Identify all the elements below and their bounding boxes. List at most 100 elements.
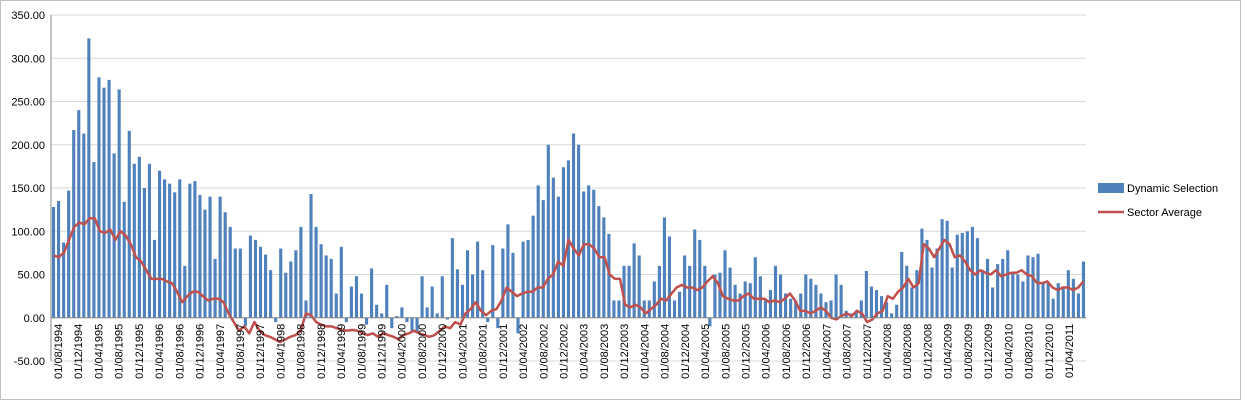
bar-dynamic-selection (102, 87, 106, 318)
x-tick-label: 01/04/1997 (215, 324, 227, 379)
bar-dynamic-selection (738, 293, 742, 318)
bar-dynamic-selection (662, 217, 666, 318)
bar-dynamic-selection (587, 185, 591, 318)
x-tick-label: 01/12/1998 (316, 324, 328, 379)
bar-dynamic-selection (385, 284, 389, 318)
bar-dynamic-selection (486, 317, 490, 323)
y-tick-label: 200.00 (11, 140, 45, 152)
y-tick-label: 350.00 (11, 10, 45, 22)
y-tick-label: 150.00 (11, 183, 45, 195)
bar-dynamic-selection (667, 236, 672, 318)
bar-dynamic-selection (183, 265, 187, 318)
x-tick-label: 01/12/2010 (1044, 324, 1056, 379)
x-tick-label: 01/04/2007 (821, 324, 833, 379)
bar-dynamic-selection (137, 156, 141, 318)
bar-dynamic-selection (592, 189, 596, 318)
bar-dynamic-selection (728, 267, 732, 318)
bar-dynamic-selection (471, 274, 475, 318)
bar-dynamic-selection (173, 192, 177, 318)
bar-dynamic-selection (274, 317, 278, 323)
bar-dynamic-selection (233, 248, 237, 318)
bar-dynamic-selection (284, 272, 288, 318)
x-tick-label: 01/08/2009 (963, 324, 975, 379)
bar-dynamic-selection (935, 248, 939, 318)
bar-dynamic-selection (657, 265, 661, 318)
bar-dynamic-selection (693, 229, 697, 318)
bar-dynamic-selection (390, 317, 394, 329)
bar-dynamic-selection (763, 300, 767, 318)
legend-label-sector-average: Sector Average (1127, 207, 1202, 219)
x-tick-label: 01/08/1998 (296, 324, 308, 379)
bar-dynamic-selection (299, 226, 303, 318)
bar-dynamic-selection (314, 226, 318, 318)
bar-dynamic-selection (839, 284, 843, 318)
bar-dynamic-selection (324, 255, 328, 318)
x-tick-label: 01/08/2007 (842, 324, 854, 379)
bar-dynamic-selection (925, 239, 929, 318)
bar-dynamic-selection (996, 264, 1000, 318)
bar-dynamic-selection (708, 317, 712, 327)
bar-dynamic-selection (82, 133, 86, 318)
bar-dynamic-selection (127, 130, 131, 318)
bar-dynamic-selection (248, 235, 252, 318)
bar-dynamic-selection (602, 217, 606, 318)
bar-dynamic-selection (910, 287, 914, 318)
x-tick-label: 01/04/2002 (518, 324, 530, 379)
bar-dynamic-selection (455, 269, 459, 318)
bar-dynamic-selection (92, 162, 96, 318)
x-tick-label: 01/04/2003 (579, 324, 591, 379)
bar-dynamic-selection (1051, 298, 1055, 318)
bar-dynamic-selection (1041, 283, 1045, 318)
bar-dynamic-selection (804, 274, 808, 318)
x-tick-label: 01/12/2008 (923, 324, 935, 379)
bar-dynamic-selection (425, 307, 429, 318)
bar-dynamic-selection (743, 281, 747, 318)
bar-dynamic-selection (1031, 257, 1035, 318)
bar-dynamic-selection (188, 183, 192, 318)
bar-dynamic-selection (546, 144, 550, 318)
bar-dynamic-selection (72, 130, 76, 318)
bar-dynamic-selection (920, 228, 924, 318)
bar-dynamic-selection (420, 276, 424, 318)
x-tick-label: 01/08/2004 (660, 324, 672, 379)
bar-dynamic-selection (985, 258, 990, 318)
bar-dynamic-selection (950, 267, 954, 318)
bar-dynamic-selection (213, 258, 217, 318)
bar-dynamic-selection (713, 274, 717, 318)
x-tick-label: 01/08/2008 (902, 324, 914, 379)
bar-dynamic-selection (1006, 250, 1010, 318)
x-tick-label: 01/12/1996 (195, 324, 207, 379)
line-layer (53, 217, 1085, 344)
bar-dynamic-selection (62, 242, 66, 318)
bar-dynamic-selection (965, 231, 969, 318)
bar-dynamic-selection (1066, 270, 1070, 318)
bar-dynamic-selection (607, 233, 611, 318)
bar-dynamic-selection (370, 268, 374, 318)
bar-dynamic-selection (688, 265, 692, 318)
bar-dynamic-selection (758, 276, 762, 318)
legend: Dynamic Selection Sector Average (1098, 183, 1218, 219)
bar-dynamic-selection (375, 304, 379, 318)
bar-dynamic-selection (718, 272, 722, 318)
x-tick-label: 01/04/2009 (943, 324, 955, 379)
y-tick-label: 50.00 (17, 270, 45, 282)
series-line-sector-average (53, 217, 1085, 344)
bar-dynamic-selection (294, 250, 298, 318)
bar-dynamic-selection (799, 293, 803, 318)
bar-dynamic-selection (652, 281, 656, 318)
bar-dynamic-selection (955, 234, 959, 318)
bar-dynamic-selection (773, 265, 778, 318)
x-tick-label: 01/04/1999 (336, 324, 348, 379)
bar-dynamic-selection (1071, 278, 1075, 318)
bar-dynamic-selection (481, 270, 485, 318)
bar-dynamic-selection (753, 257, 757, 318)
x-tick-label: 01/12/2004 (680, 324, 692, 379)
y-tick-label: 300.00 (11, 53, 45, 65)
bar-dynamic-selection (561, 167, 566, 318)
bar-dynamic-selection (67, 190, 71, 318)
bar-dynamic-selection (339, 246, 343, 318)
bar-dynamic-selection (359, 293, 364, 318)
bar-dynamic-selection (819, 293, 823, 318)
bar-dynamic-selection (905, 265, 909, 318)
